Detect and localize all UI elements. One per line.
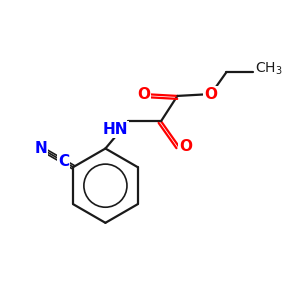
Text: O: O (179, 139, 192, 154)
Text: O: O (204, 87, 217, 102)
Text: HN: HN (103, 122, 128, 137)
Text: O: O (138, 87, 151, 102)
Text: C: C (58, 154, 69, 169)
Text: N: N (35, 141, 47, 156)
Text: CH$_3$: CH$_3$ (255, 60, 282, 77)
